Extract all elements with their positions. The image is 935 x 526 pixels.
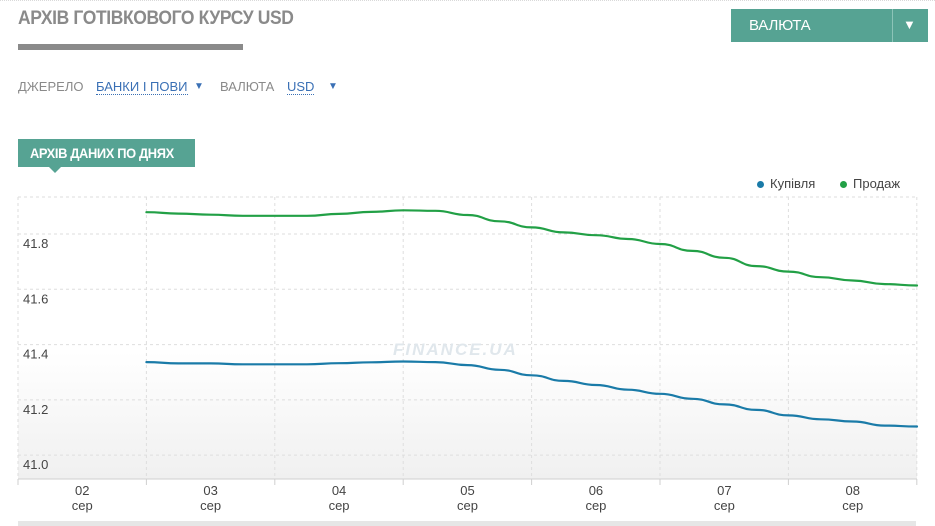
currency-dropdown-separator bbox=[892, 9, 893, 42]
x-tick-month-label: сер bbox=[842, 498, 863, 513]
x-tick-day-label: 02 bbox=[75, 483, 89, 498]
tab-pointer bbox=[48, 166, 62, 173]
currency-label: ВАЛЮТА bbox=[220, 79, 275, 94]
currency-dropdown-button[interactable]: ВАЛЮТА ▼ bbox=[731, 9, 928, 42]
source-caret-icon[interactable]: ▼ bbox=[194, 81, 204, 92]
x-tick-day-label: 03 bbox=[203, 483, 217, 498]
x-tick-day-label: 06 bbox=[589, 483, 603, 498]
x-tick-month-label: сер bbox=[329, 498, 350, 513]
title-underline bbox=[18, 44, 243, 50]
x-tick-month-label: сер bbox=[714, 498, 735, 513]
y-tick-label: 41.4 bbox=[23, 347, 48, 362]
series-line-sell bbox=[145, 209, 919, 287]
legend-label-buy: Купівля bbox=[770, 176, 816, 191]
plot-background bbox=[18, 197, 917, 479]
x-tick-day-label: 07 bbox=[717, 483, 731, 498]
top-divider bbox=[0, 0, 935, 1]
source-label: ДЖЕРЕЛО bbox=[18, 79, 84, 94]
tab-daily-archive[interactable]: АРХІВ ДАНИХ ПО ДНЯХ bbox=[18, 139, 195, 167]
y-tick-label: 41.8 bbox=[23, 236, 48, 251]
y-tick-label: 41.6 bbox=[23, 291, 48, 306]
y-tick-label: 41.0 bbox=[23, 457, 48, 472]
tab-daily-archive-label: АРХІВ ДАНИХ ПО ДНЯХ bbox=[30, 145, 174, 161]
watermark-logo: FINANCE.UA bbox=[393, 340, 518, 359]
series-line-buy bbox=[145, 360, 919, 428]
legend-marker-sell bbox=[840, 181, 847, 188]
x-tick-day-label: 08 bbox=[846, 483, 860, 498]
x-tick-day-label: 05 bbox=[460, 483, 474, 498]
currency-dropdown-label: ВАЛЮТА bbox=[749, 17, 811, 34]
legend-label-sell: Продаж bbox=[853, 176, 901, 191]
y-tick-label: 41.2 bbox=[23, 402, 48, 417]
source-select[interactable]: БАНКИ І ПОВИ bbox=[96, 79, 188, 95]
x-tick-month-label: сер bbox=[72, 498, 93, 513]
currency-select[interactable]: USD bbox=[287, 79, 315, 95]
x-tick-month-label: сер bbox=[200, 498, 221, 513]
x-tick-month-label: сер bbox=[457, 498, 478, 513]
legend-marker-buy bbox=[757, 181, 764, 188]
x-tick-month-label: сер bbox=[585, 498, 606, 513]
page-title: АРХІВ ГОТІВКОВОГО КУРСУ USD bbox=[18, 8, 294, 29]
chevron-down-icon[interactable]: ▼ bbox=[903, 17, 916, 32]
currency-caret-icon[interactable]: ▼ bbox=[328, 81, 338, 92]
x-tick-day-label: 04 bbox=[332, 483, 346, 498]
bottom-scrollbar[interactable] bbox=[18, 521, 916, 526]
